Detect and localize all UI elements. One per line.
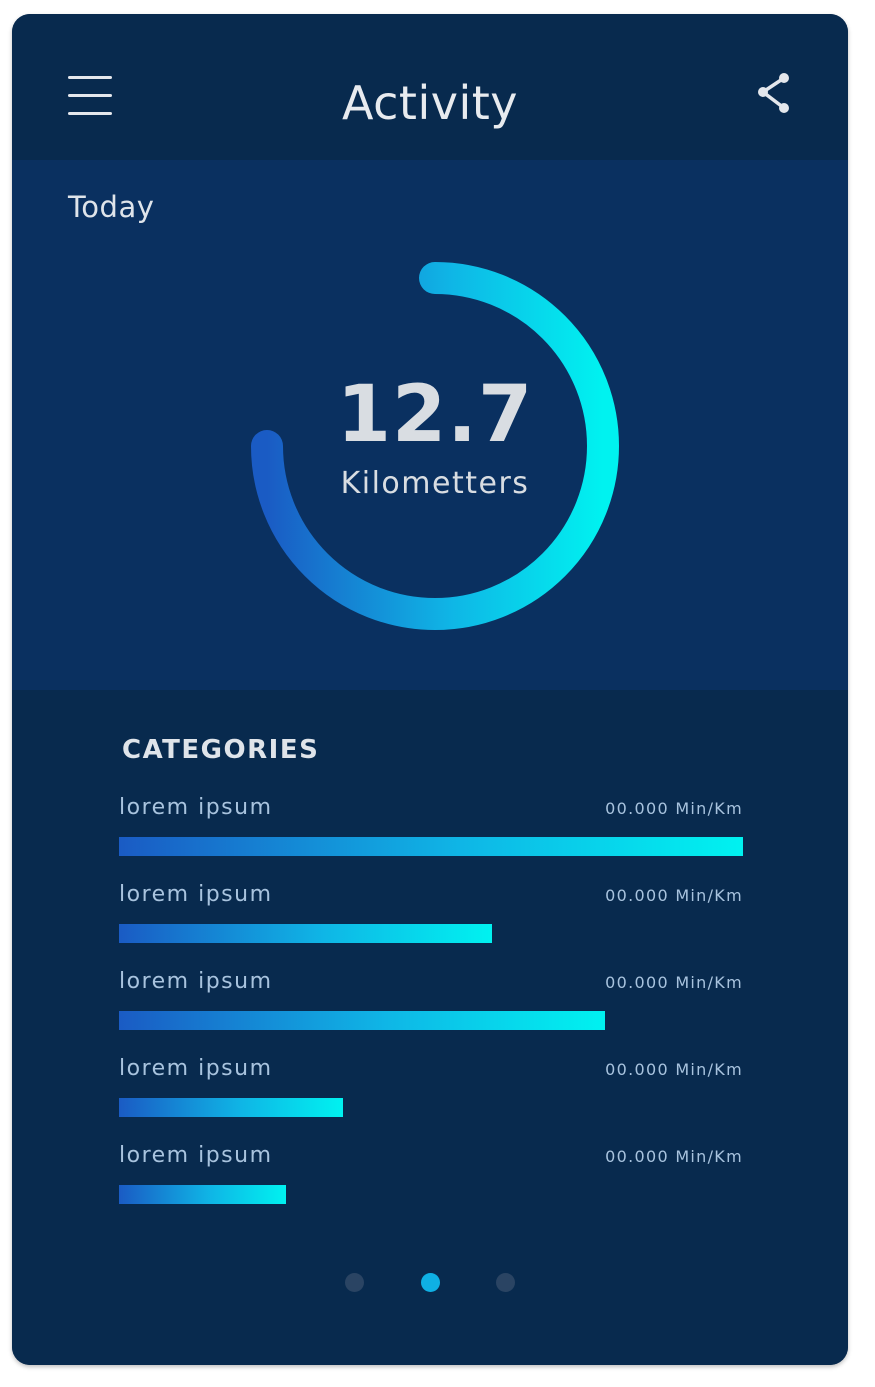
category-bar bbox=[119, 837, 743, 856]
category-bar bbox=[119, 1011, 606, 1030]
category-bar-track bbox=[119, 1011, 743, 1030]
share-icon[interactable] bbox=[754, 72, 794, 120]
category-pace: 00.000 Min/Km bbox=[605, 1147, 743, 1166]
category-bar bbox=[119, 924, 492, 943]
category-bar-track bbox=[119, 1185, 743, 1204]
categories-section: CATEGORIES lorem ipsum 00.000 Min/Km lor… bbox=[12, 690, 848, 1365]
category-bar-track bbox=[119, 1098, 743, 1117]
page-dot[interactable] bbox=[421, 1273, 440, 1292]
category-pace: 00.000 Min/Km bbox=[605, 886, 743, 905]
category-label: lorem ipsum bbox=[119, 1056, 273, 1081]
category-bar-track bbox=[119, 924, 743, 943]
distance-value: 12.7 bbox=[336, 370, 534, 460]
page-dot[interactable] bbox=[496, 1273, 515, 1292]
hamburger-menu-icon[interactable] bbox=[68, 74, 114, 116]
category-label: lorem ipsum bbox=[119, 1143, 273, 1168]
period-label: Today bbox=[68, 190, 155, 224]
category-pace: 00.000 Min/Km bbox=[605, 799, 743, 818]
page-indicator bbox=[12, 1273, 848, 1293]
page-dot[interactable] bbox=[345, 1273, 364, 1292]
category-label: lorem ipsum bbox=[119, 969, 273, 994]
distance-progress-ring bbox=[251, 262, 619, 630]
categories-heading: CATEGORIES bbox=[122, 735, 320, 765]
category-row[interactable]: lorem ipsum 00.000 Min/Km bbox=[119, 882, 743, 946]
category-pace: 00.000 Min/Km bbox=[605, 973, 743, 992]
page-title: Activity bbox=[341, 76, 519, 130]
category-label: lorem ipsum bbox=[119, 795, 273, 820]
app-screen: Activity Today 12.7 Kilomett bbox=[12, 14, 848, 1365]
category-bar-track bbox=[119, 837, 743, 856]
category-row[interactable]: lorem ipsum 00.000 Min/Km bbox=[119, 1143, 743, 1207]
category-row[interactable]: lorem ipsum 00.000 Min/Km bbox=[119, 795, 743, 859]
category-label: lorem ipsum bbox=[119, 882, 273, 907]
category-row[interactable]: lorem ipsum 00.000 Min/Km bbox=[119, 969, 743, 1033]
today-summary-panel: Today 12.7 Kilometters bbox=[12, 160, 848, 690]
category-bar bbox=[119, 1098, 344, 1117]
progress-arc bbox=[251, 262, 619, 630]
category-bar bbox=[119, 1185, 287, 1204]
top-app-bar: Activity bbox=[12, 14, 848, 160]
category-pace: 00.000 Min/Km bbox=[605, 1060, 743, 1079]
category-row[interactable]: lorem ipsum 00.000 Min/Km bbox=[119, 1056, 743, 1120]
distance-unit: Kilometters bbox=[340, 466, 530, 501]
